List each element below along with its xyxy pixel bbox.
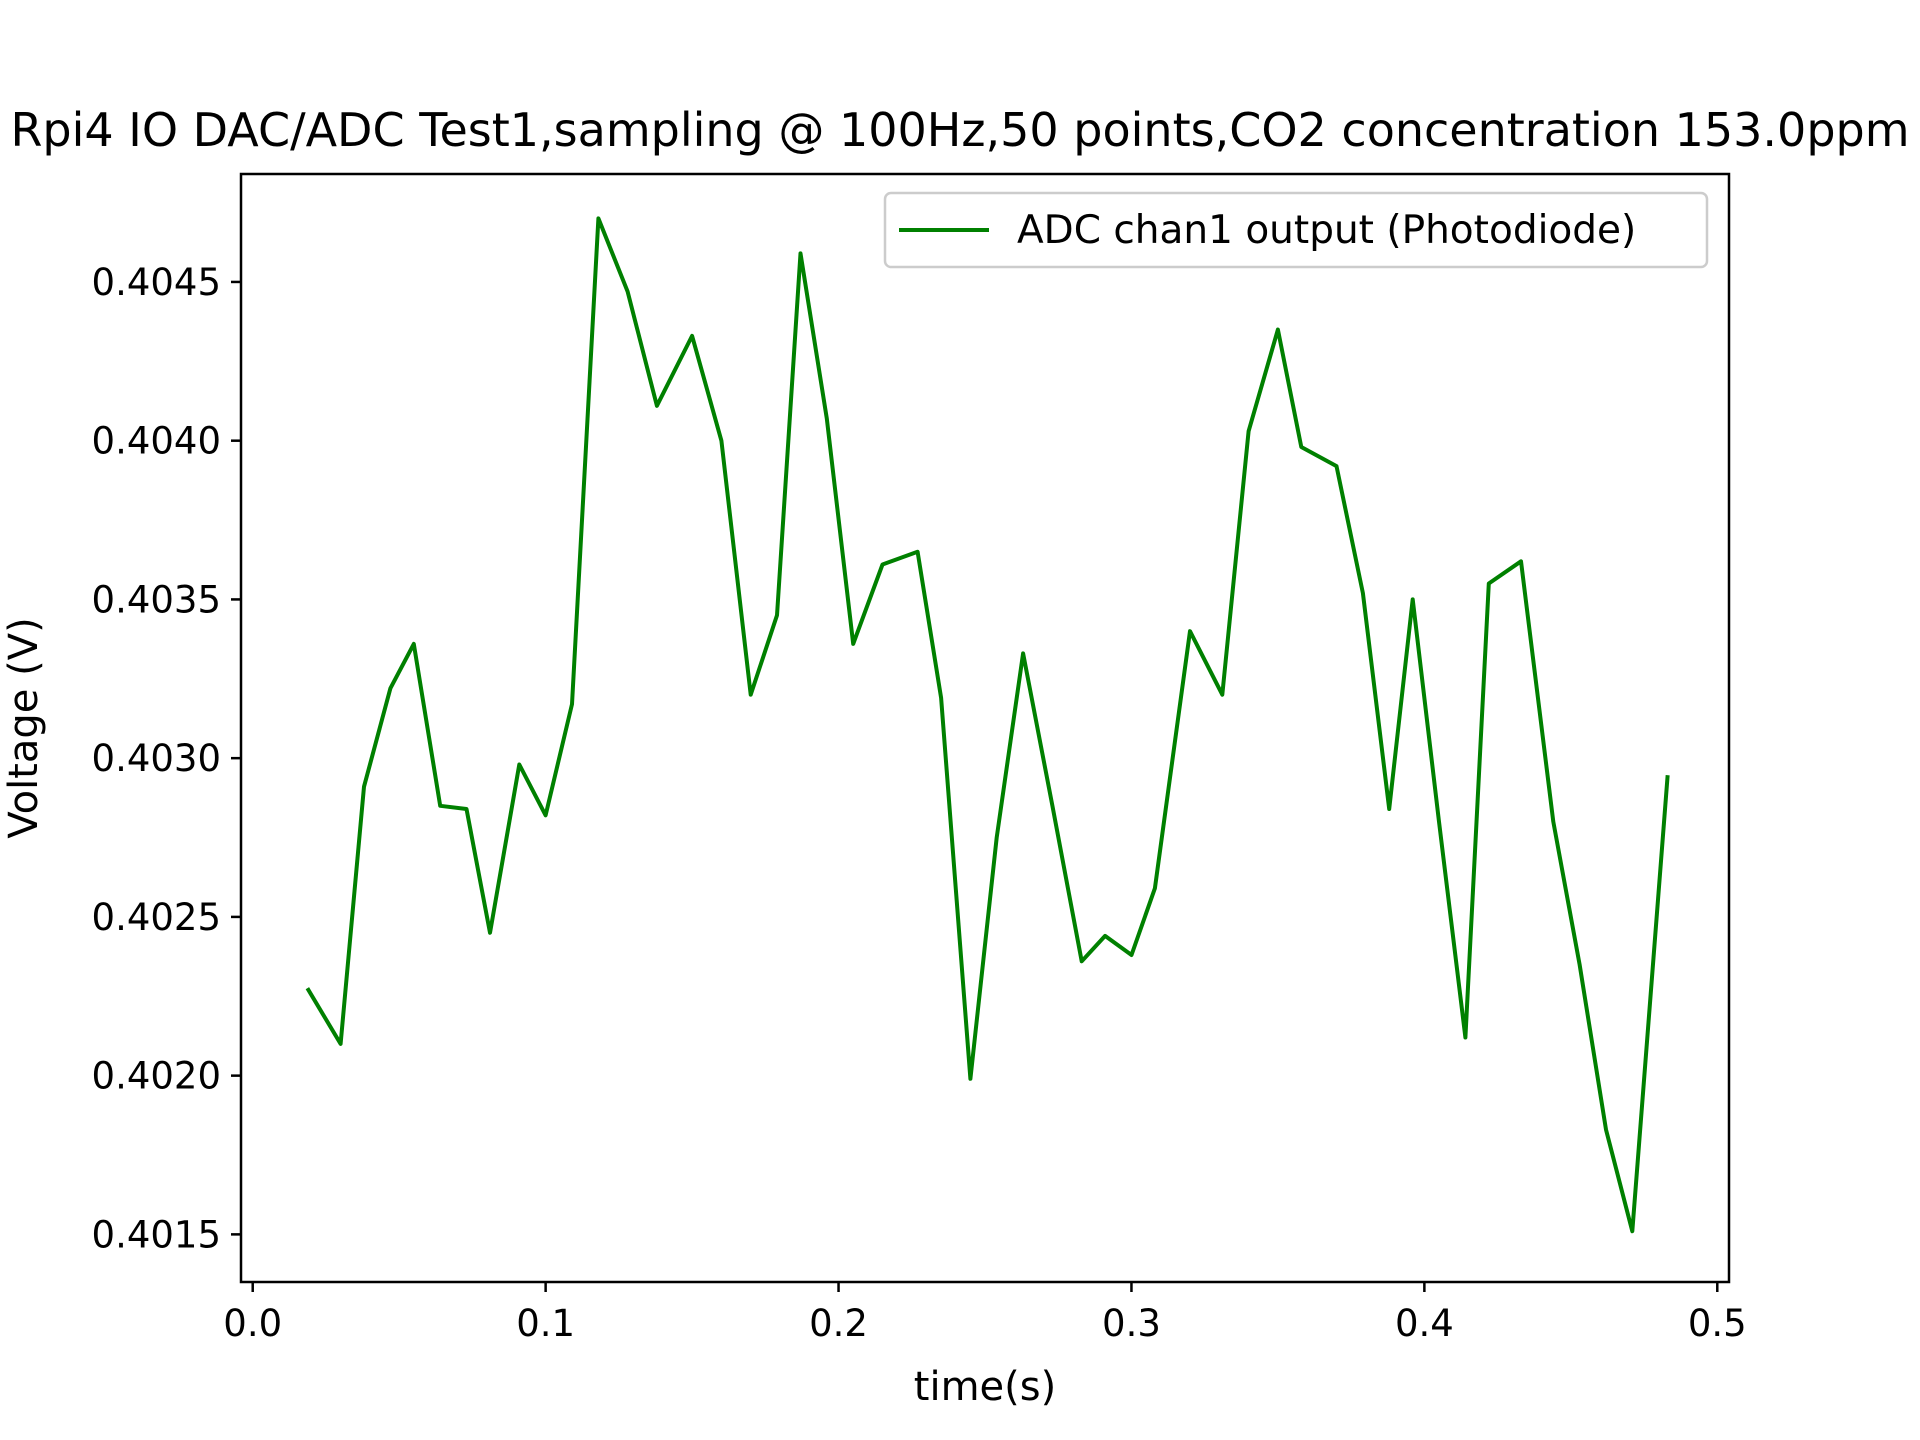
- data-point: [362, 785, 366, 789]
- data-point: [1361, 591, 1365, 595]
- data-point: [1519, 559, 1523, 563]
- x-axis: 0.0 0.1 0.2 0.3 0.4 0.5: [223, 1282, 1747, 1345]
- data-point: [1103, 934, 1107, 938]
- data-point: [1411, 597, 1415, 601]
- data-point: [1050, 804, 1054, 808]
- legend: ADC chan1 output (Photodiode): [883, 191, 1709, 269]
- data-point: [306, 988, 310, 992]
- data-point: [851, 642, 855, 646]
- y-tick-label: 0.4025: [92, 896, 221, 939]
- data-point: [655, 404, 659, 408]
- x-tick-label: 0.4: [1395, 1302, 1454, 1345]
- data-point: [939, 696, 943, 700]
- data-point: [1387, 807, 1391, 811]
- x-tick-label: 0.3: [1102, 1302, 1161, 1345]
- plot-area: [239, 172, 1731, 1284]
- data-point: [1299, 445, 1303, 449]
- y-tick-label: 0.4020: [92, 1055, 221, 1098]
- data-point: [968, 1077, 972, 1081]
- y-tick-label: 0.4035: [92, 578, 221, 621]
- data-point: [1487, 582, 1491, 586]
- data-point: [388, 686, 392, 690]
- data-point: [1153, 886, 1157, 890]
- data-point: [1604, 1128, 1608, 1132]
- data-point: [1437, 820, 1441, 824]
- y-tick-label: 0.4045: [92, 261, 221, 304]
- legend-label: ADC chan1 output (Photodiode): [1017, 208, 1636, 253]
- data-point: [1551, 820, 1555, 824]
- data-point: [775, 613, 779, 617]
- y-axis: 0.4015 0.4020 0.4025 0.4030 0.4035 0.4040 0.40…: [92, 261, 241, 1256]
- data-point: [798, 251, 802, 255]
- data-point: [1463, 1036, 1467, 1040]
- data-point: [1334, 464, 1338, 468]
- data-point: [570, 702, 574, 706]
- data-point: [412, 642, 416, 646]
- data-point: [825, 416, 829, 420]
- series-line-0: [305, 216, 1670, 1234]
- x-axis-label: time(s): [914, 1364, 1056, 1410]
- data-point: [1630, 1229, 1634, 1233]
- data-point: [596, 216, 600, 220]
- legend-box: [883, 191, 1709, 269]
- data-point: [749, 693, 753, 697]
- data-point: [719, 439, 723, 443]
- data-point: [1129, 953, 1133, 957]
- data-point: [517, 763, 521, 767]
- data-point: [1665, 775, 1669, 779]
- data-point: [690, 334, 694, 338]
- data-point: [995, 836, 999, 840]
- data-point: [916, 550, 920, 554]
- series-layer: [305, 216, 1670, 1234]
- x-tick-label: 0.5: [1688, 1302, 1747, 1345]
- y-tick-label: 0.4015: [92, 1213, 221, 1256]
- chart-title: Rpi4 IO DAC/ADC Test1,sampling @ 100Hz,5…: [10, 103, 1909, 157]
- x-tick-label: 0.0: [223, 1302, 282, 1345]
- data-point: [1080, 959, 1084, 963]
- y-tick-label: 0.4040: [92, 420, 221, 463]
- data-point: [488, 931, 492, 935]
- x-tick-label: 0.1: [516, 1302, 575, 1345]
- data-point: [339, 1042, 343, 1046]
- data-point: [544, 813, 548, 817]
- data-point: [1247, 429, 1251, 433]
- x-tick-label: 0.2: [809, 1302, 868, 1345]
- data-point: [1220, 693, 1224, 697]
- data-point: [465, 807, 469, 811]
- y-tick-label: 0.4030: [92, 737, 221, 780]
- data-point: [1021, 651, 1025, 655]
- data-point: [626, 289, 630, 293]
- data-point: [438, 804, 442, 808]
- data-point: [1188, 629, 1192, 633]
- y-axis-label: Voltage (V): [1, 617, 47, 838]
- data-point: [1578, 963, 1582, 967]
- data-point: [1276, 328, 1280, 332]
- data-point: [880, 562, 884, 566]
